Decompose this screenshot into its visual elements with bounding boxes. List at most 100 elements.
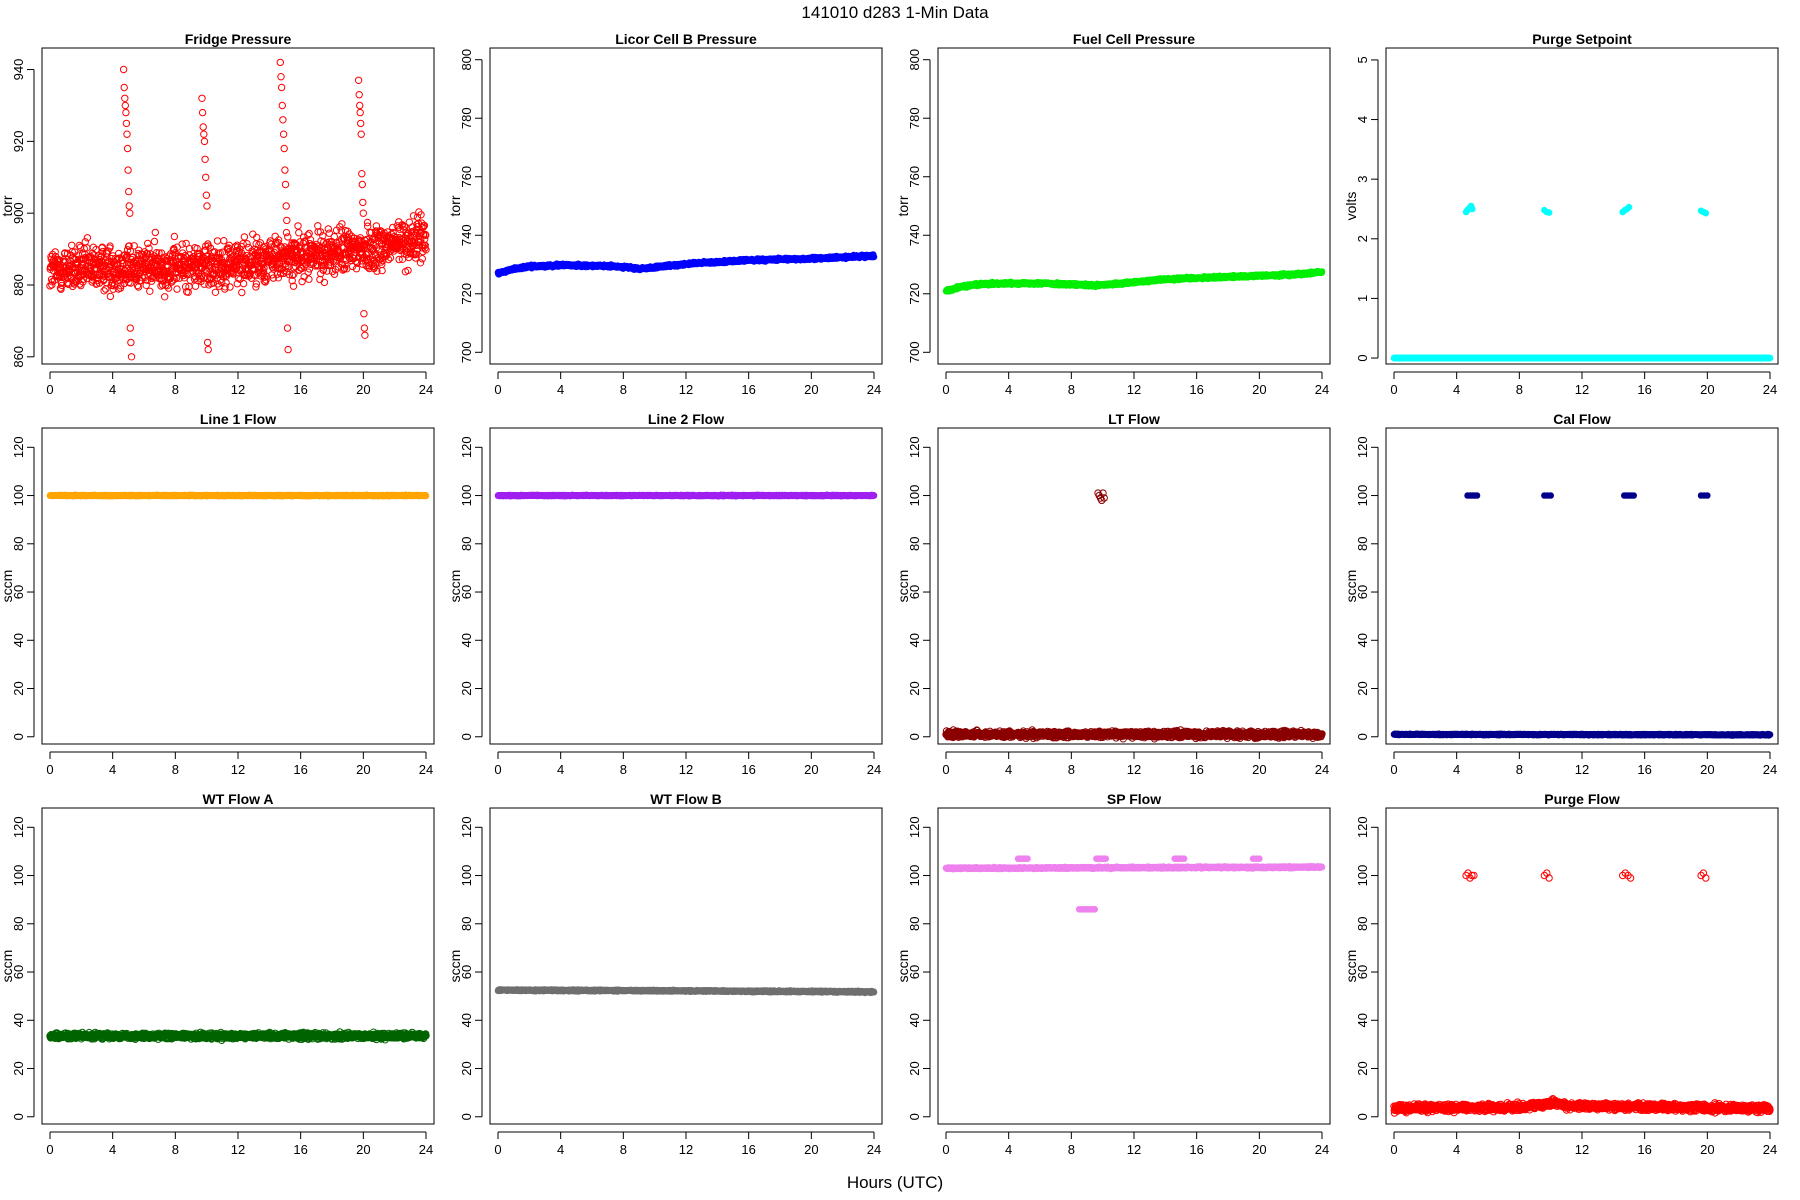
data-point <box>340 265 348 273</box>
y-tick-label: 880 <box>11 274 26 296</box>
data-point <box>83 234 92 242</box>
data-point <box>252 283 260 291</box>
data-point <box>389 223 397 232</box>
data-point <box>185 245 194 253</box>
data-point <box>143 276 151 284</box>
data-point <box>253 233 261 242</box>
data-point <box>373 267 381 275</box>
panel-title: Fridge Pressure <box>185 31 292 47</box>
data-point <box>422 246 430 254</box>
data-point <box>276 58 284 67</box>
panel-title: Purge Setpoint <box>1532 31 1632 47</box>
data-points <box>494 251 878 278</box>
data-point <box>282 228 291 237</box>
data-point <box>366 256 375 264</box>
data-point <box>125 202 133 210</box>
data-point <box>145 244 153 252</box>
data-point <box>102 285 110 293</box>
data-point <box>239 240 247 248</box>
y-tick-label: 760 <box>907 166 922 188</box>
data-point <box>170 232 179 241</box>
data-point <box>356 108 364 117</box>
data-point <box>312 262 320 270</box>
data-point <box>125 187 133 196</box>
data-point <box>357 119 365 128</box>
data-point <box>386 254 395 262</box>
data-point <box>173 285 181 293</box>
data-point <box>126 209 134 217</box>
data-point <box>422 231 430 240</box>
data-point <box>359 209 367 217</box>
data-point <box>358 170 366 178</box>
x-tick-label: 20 <box>1252 382 1266 397</box>
data-point <box>203 202 211 210</box>
data-point <box>99 247 107 256</box>
x-tick-label: 12 <box>679 382 693 397</box>
data-point <box>341 260 349 269</box>
x-tick-label: 20 <box>804 382 818 397</box>
data-point <box>236 275 244 283</box>
y-tick-label: 780 <box>459 107 474 129</box>
data-point <box>281 180 290 189</box>
data-point <box>304 268 312 276</box>
data-point <box>68 254 77 262</box>
data-point <box>51 248 59 256</box>
data-point <box>204 242 213 250</box>
data-point <box>67 268 76 277</box>
data-point <box>320 278 329 287</box>
data-point <box>202 173 210 182</box>
data-point <box>198 94 206 103</box>
data-point <box>324 225 332 233</box>
x-tick-label: 4 <box>109 382 116 397</box>
data-point <box>221 283 229 291</box>
y-tick-label: 920 <box>11 131 26 153</box>
data-point <box>142 281 150 289</box>
data-point <box>417 211 425 219</box>
data-point <box>345 230 353 238</box>
data-point <box>305 229 313 238</box>
x-tick-label: 24 <box>1315 382 1329 397</box>
data-point <box>200 137 209 146</box>
data-point <box>416 259 425 267</box>
data-point <box>305 265 314 273</box>
x-tick-label: 0 <box>942 382 949 397</box>
y-tick-label: 700 <box>907 341 922 363</box>
data-point <box>260 264 268 272</box>
data-point <box>338 220 346 228</box>
data-point <box>89 243 98 252</box>
data-point <box>172 274 181 282</box>
x-tick-label: 8 <box>620 382 627 397</box>
data-point <box>144 239 152 248</box>
data-point <box>284 233 292 241</box>
data-point <box>211 288 220 296</box>
data-point <box>178 240 186 248</box>
data-points <box>1390 202 1774 362</box>
data-point <box>420 221 429 230</box>
data-point <box>288 271 297 279</box>
panel-ylabel: volts <box>1343 192 1359 221</box>
data-points <box>46 58 430 361</box>
data-point <box>316 228 325 236</box>
x-tick-label: 12 <box>1127 382 1141 397</box>
data-point <box>202 242 210 250</box>
y-tick-label: 720 <box>907 283 922 305</box>
data-point <box>358 180 366 189</box>
y-tick-label: 800 <box>459 49 474 71</box>
data-point <box>130 242 138 250</box>
y-tick-label: 900 <box>11 202 26 224</box>
data-point <box>281 166 289 174</box>
data-point <box>319 266 327 274</box>
data-point <box>271 232 279 241</box>
x-tick-label: 8 <box>172 382 179 397</box>
data-point <box>100 287 108 295</box>
data-point <box>126 324 135 332</box>
data-point <box>161 293 169 301</box>
x-tick-label: 0 <box>494 382 501 397</box>
data-point <box>195 272 203 280</box>
data-point <box>116 284 125 292</box>
data-point <box>404 266 412 275</box>
data-point <box>200 130 208 138</box>
data-point <box>870 253 878 261</box>
data-point <box>182 239 190 248</box>
